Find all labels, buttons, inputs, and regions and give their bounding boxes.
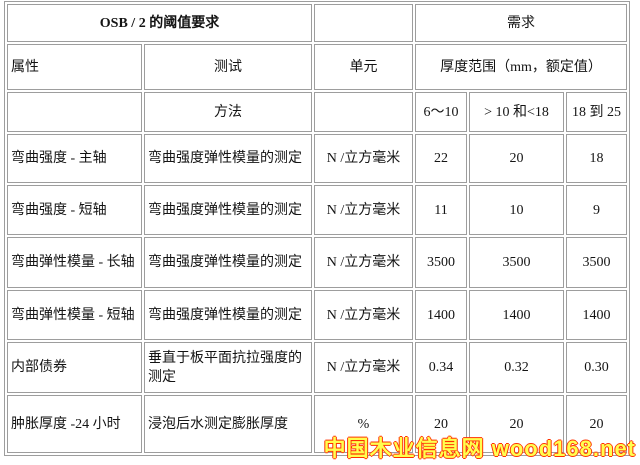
row-value: 0.30 bbox=[566, 342, 627, 393]
empty-cell bbox=[314, 4, 413, 42]
row-method: 弯曲强度弹性模量的测定 bbox=[144, 134, 312, 183]
range-header-1: 6～10 bbox=[415, 92, 467, 132]
empty-cell bbox=[7, 92, 142, 132]
row-value: 11 bbox=[415, 185, 467, 235]
table-row: 弯曲强度 - 主轴 弯曲强度弹性模量的测定 N /立方毫米 22 20 18 bbox=[7, 134, 627, 183]
row-value: 1400 bbox=[566, 290, 627, 340]
row-unit: % bbox=[314, 395, 413, 453]
row-unit: N /立方毫米 bbox=[314, 237, 413, 288]
row-method: 弯曲强度弹性模量的测定 bbox=[144, 237, 312, 288]
col-header-unit: 单元 bbox=[314, 44, 413, 90]
row-method: 垂直于板平面抗拉强度的测定 bbox=[144, 342, 312, 393]
row-value: 1400 bbox=[415, 290, 467, 340]
row-value: 3500 bbox=[415, 237, 467, 288]
range-header-2: > 10 和<18 bbox=[469, 92, 564, 132]
row-value: 3500 bbox=[469, 237, 564, 288]
row-value: 1400 bbox=[469, 290, 564, 340]
row-label: 内部债券 bbox=[7, 342, 142, 393]
table-row: 方法 6～10 > 10 和<18 18 到 25 bbox=[7, 92, 627, 132]
row-unit: N /立方毫米 bbox=[314, 342, 413, 393]
row-value: 22 bbox=[415, 134, 467, 183]
row-value: 3500 bbox=[566, 237, 627, 288]
row-value: 18 bbox=[566, 134, 627, 183]
table-title: OSB / 2 的阈值要求 bbox=[7, 4, 312, 42]
col-header-method: 方法 bbox=[144, 92, 312, 132]
row-label: 肿胀厚度 -24 小时 bbox=[7, 395, 142, 453]
row-label: 弯曲弹性模量 - 短轴 bbox=[7, 290, 142, 340]
col-header-test: 测试 bbox=[144, 44, 312, 90]
table-row: 属性 测试 单元 厚度范围（mm，额定值） bbox=[7, 44, 627, 90]
demand-header: 需求 bbox=[415, 4, 627, 42]
col-header-thickness-range: 厚度范围（mm，额定值） bbox=[415, 44, 627, 90]
osb2-requirements-table: OSB / 2 的阈值要求 需求 属性 测试 单元 厚度范围（mm，额定值） 方… bbox=[4, 1, 630, 456]
row-label: 弯曲强度 - 短轴 bbox=[7, 185, 142, 235]
range-header-3: 18 到 25 bbox=[566, 92, 627, 132]
row-label: 弯曲强度 - 主轴 bbox=[7, 134, 142, 183]
row-unit: N /立方毫米 bbox=[314, 134, 413, 183]
row-label: 弯曲弹性模量 - 长轴 bbox=[7, 237, 142, 288]
empty-cell bbox=[314, 92, 413, 132]
row-value: 9 bbox=[566, 185, 627, 235]
row-value: 20 bbox=[469, 134, 564, 183]
table-row: 肿胀厚度 -24 小时 浸泡后水测定膨胀厚度 % 20 20 20 bbox=[7, 395, 627, 453]
table-row: 弯曲弹性模量 - 短轴 弯曲强度弹性模量的测定 N /立方毫米 1400 140… bbox=[7, 290, 627, 340]
row-method: 浸泡后水测定膨胀厚度 bbox=[144, 395, 312, 453]
row-method: 弯曲强度弹性模量的测定 bbox=[144, 185, 312, 235]
table-row: 内部债券 垂直于板平面抗拉强度的测定 N /立方毫米 0.34 0.32 0.3… bbox=[7, 342, 627, 393]
row-unit: N /立方毫米 bbox=[314, 185, 413, 235]
row-value: 20 bbox=[469, 395, 564, 453]
row-value: 20 bbox=[415, 395, 467, 453]
table-row: OSB / 2 的阈值要求 需求 bbox=[7, 4, 627, 42]
site-watermark: 中国木业信息网 wood168.net bbox=[323, 436, 636, 461]
row-unit: N /立方毫米 bbox=[314, 290, 413, 340]
row-value: 20 bbox=[566, 395, 627, 453]
col-header-attribute: 属性 bbox=[7, 44, 142, 90]
row-value: 0.34 bbox=[415, 342, 467, 393]
row-method: 弯曲强度弹性模量的测定 bbox=[144, 290, 312, 340]
row-value: 0.32 bbox=[469, 342, 564, 393]
table-row: 弯曲弹性模量 - 长轴 弯曲强度弹性模量的测定 N /立方毫米 3500 350… bbox=[7, 237, 627, 288]
row-value: 10 bbox=[469, 185, 564, 235]
table-row: 弯曲强度 - 短轴 弯曲强度弹性模量的测定 N /立方毫米 11 10 9 bbox=[7, 185, 627, 235]
